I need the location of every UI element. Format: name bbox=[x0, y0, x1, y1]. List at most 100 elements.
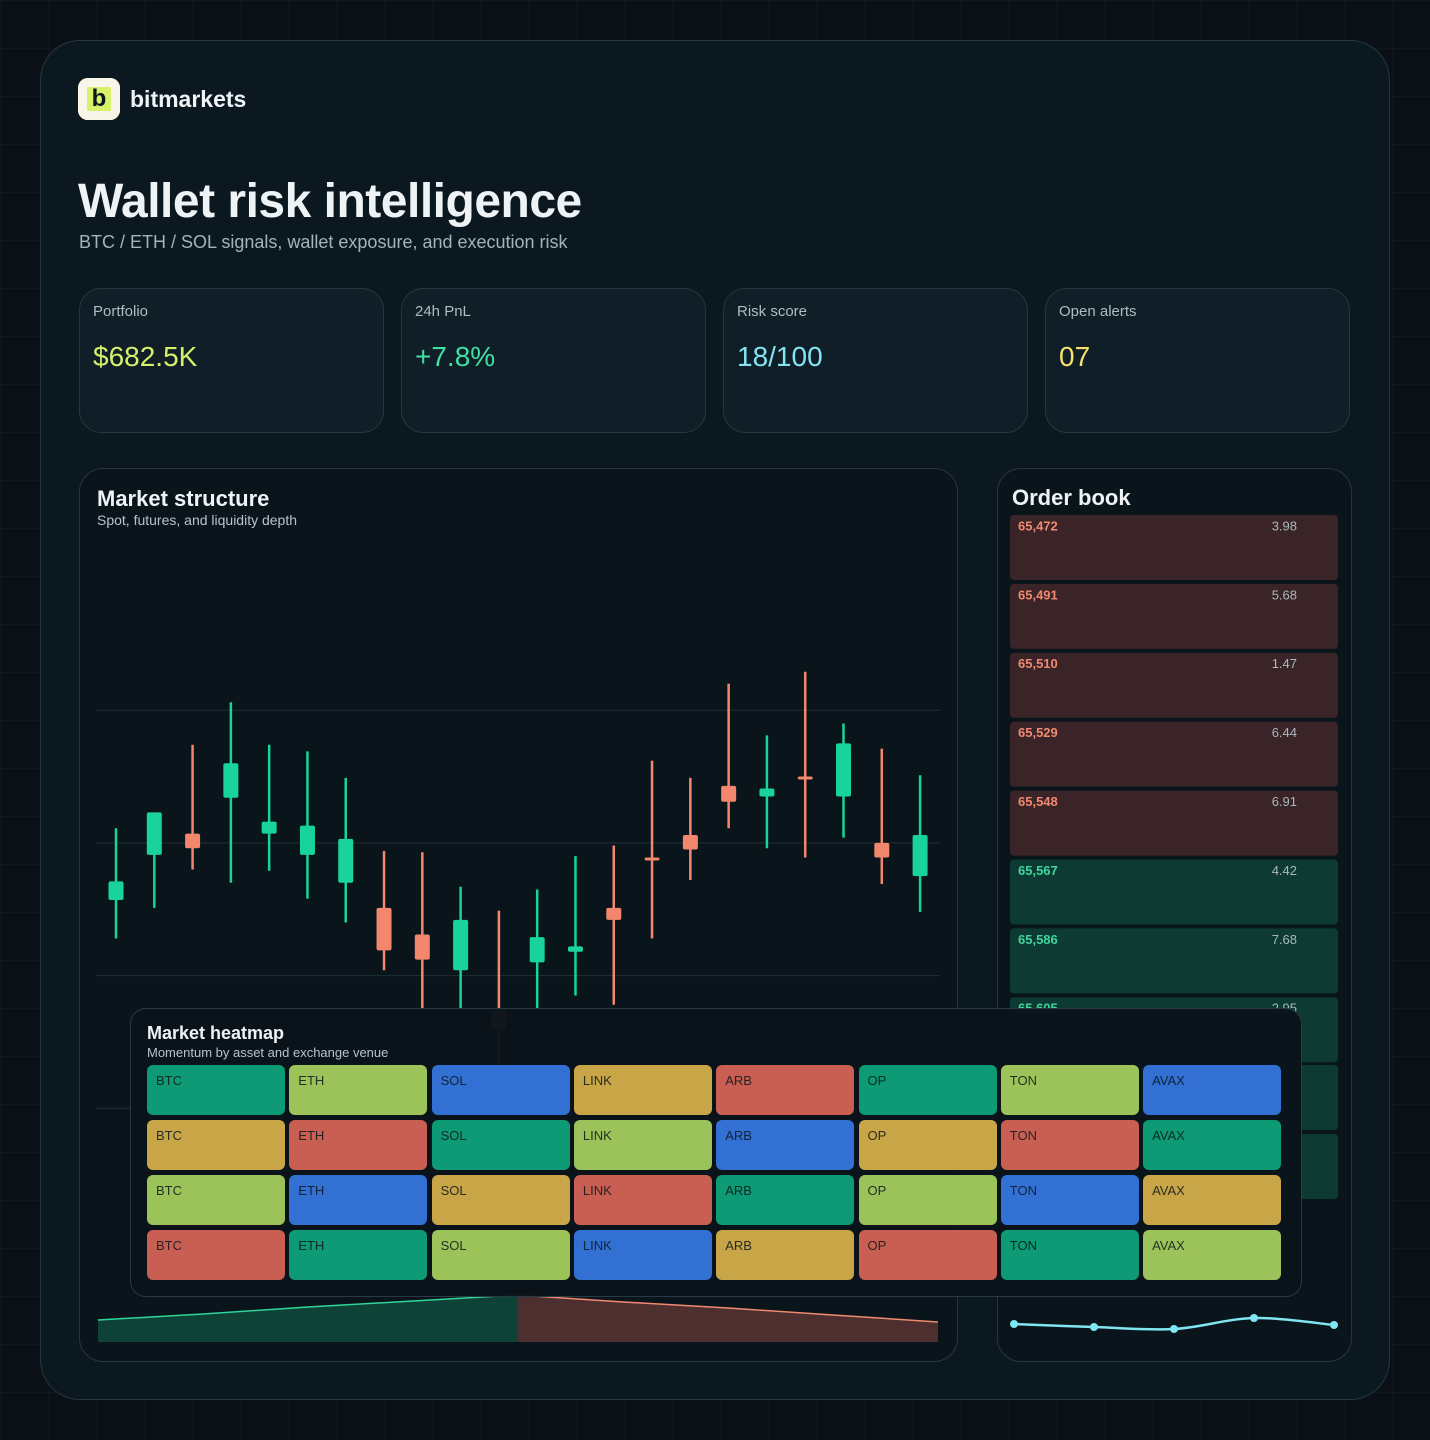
candle-body bbox=[529, 937, 545, 963]
heatmap-cell: SOL bbox=[431, 1065, 570, 1115]
stat-card: Risk score 18/100 bbox=[723, 288, 1028, 433]
candle-body bbox=[338, 838, 354, 883]
stat-label: Portfolio bbox=[93, 303, 149, 320]
heatmap-label: SOL bbox=[440, 1183, 467, 1198]
candle-body bbox=[644, 857, 660, 861]
order-row bbox=[1010, 859, 1338, 925]
heatmap-cell: BTC bbox=[147, 1230, 285, 1280]
heatmap-label: ARB bbox=[725, 1128, 752, 1143]
heatmap-cell: ETH bbox=[289, 1175, 428, 1225]
heatmap-label: BTC bbox=[156, 1183, 182, 1198]
heatmap-label: OP bbox=[867, 1183, 887, 1198]
candle-body bbox=[453, 919, 469, 971]
heatmap-label: OP bbox=[867, 1128, 887, 1143]
heatmap-cell: BTC bbox=[147, 1120, 285, 1170]
heatmap-label: ETH bbox=[298, 1183, 325, 1198]
stat-value: +7.8% bbox=[415, 341, 496, 372]
heatmap-cell: LINK bbox=[573, 1175, 712, 1225]
candle-body bbox=[299, 825, 315, 855]
order-size: 3.98 bbox=[1272, 518, 1297, 533]
heatmap-label: LINK bbox=[582, 1183, 612, 1198]
stat-label: Risk score bbox=[737, 303, 808, 320]
candle-body bbox=[874, 842, 890, 858]
heatmap-cell: ARB bbox=[716, 1065, 855, 1115]
order-row bbox=[1010, 652, 1338, 718]
heatmap-label: BTC bbox=[156, 1128, 182, 1143]
candle-body bbox=[567, 946, 583, 952]
heatmap-label: OP bbox=[867, 1073, 887, 1088]
heatmap-cell: ARB bbox=[716, 1175, 855, 1225]
trend-dot bbox=[1090, 1323, 1098, 1331]
heatmap-label: ETH bbox=[298, 1238, 325, 1253]
candle-body bbox=[414, 934, 430, 960]
market-subtitle: Spot, futures, and liquidity depth bbox=[97, 512, 298, 528]
page-subtitle: BTC / ETH / SOL signals, wallet exposure… bbox=[79, 232, 568, 252]
heatmap-cell: TON bbox=[1000, 1175, 1139, 1225]
heatmap-label: SOL bbox=[440, 1128, 467, 1143]
stat-label: Open alerts bbox=[1059, 303, 1137, 320]
order-size: 7.68 bbox=[1272, 932, 1297, 947]
depth-line bbox=[517, 1294, 939, 1323]
trend-dot bbox=[1330, 1321, 1338, 1329]
candle-body bbox=[108, 881, 124, 900]
heatmap-cell: AVAX bbox=[1143, 1065, 1282, 1115]
heatmap-cell: ETH bbox=[289, 1230, 428, 1280]
stat-value: 18/100 bbox=[737, 341, 823, 372]
order-row bbox=[1010, 721, 1338, 787]
heatmap-cell: TON bbox=[1000, 1065, 1139, 1115]
heatmap-label: SOL bbox=[440, 1073, 467, 1088]
candle-body bbox=[606, 907, 622, 920]
heatmap-label: TON bbox=[1009, 1073, 1038, 1088]
heatmap-cell: AVAX bbox=[1143, 1175, 1282, 1225]
heatmap-cell: LINK bbox=[573, 1230, 712, 1280]
heatmap-label: LINK bbox=[582, 1128, 612, 1143]
heatmap-label: LINK bbox=[582, 1073, 612, 1088]
stat-label: 24h PnL bbox=[415, 303, 471, 320]
heatmap-label: TON bbox=[1009, 1238, 1038, 1253]
heatmap-subtitle: Momentum by asset and exchange venue bbox=[147, 1045, 389, 1060]
heatmap-panel: Market heatmap Momentum by asset and exc… bbox=[130, 1008, 1302, 1297]
heatmap-title: Market heatmap bbox=[147, 1023, 285, 1043]
heatmap-label: AVAX bbox=[1152, 1128, 1185, 1143]
heatmap-label: AVAX bbox=[1152, 1238, 1185, 1253]
order-row bbox=[1010, 928, 1338, 994]
heatmap-label: TON bbox=[1009, 1128, 1038, 1143]
heatmap-label: AVAX bbox=[1152, 1183, 1185, 1198]
heatmap-cell: BTC bbox=[147, 1065, 285, 1115]
heatmap-label: TON bbox=[1009, 1183, 1038, 1198]
heatmap-cell: TON bbox=[1000, 1230, 1139, 1280]
order-size: 4.42 bbox=[1272, 863, 1297, 878]
heatmap-cell: AVAX bbox=[1143, 1120, 1282, 1170]
order-row bbox=[1010, 515, 1338, 580]
heatmap-label: SOL bbox=[440, 1238, 467, 1253]
logo: b bbox=[78, 78, 120, 120]
candle-body bbox=[146, 812, 162, 855]
heatmap-label: BTC bbox=[156, 1238, 182, 1253]
market-title: Market structure bbox=[97, 486, 270, 511]
heatmap-label: ARB bbox=[725, 1238, 752, 1253]
candle-body bbox=[912, 834, 928, 877]
candle-body bbox=[261, 821, 277, 834]
candle-body bbox=[376, 907, 392, 951]
candle-body bbox=[682, 834, 698, 850]
depth-area bbox=[518, 1295, 938, 1342]
trend-dot bbox=[1010, 1320, 1018, 1328]
heatmap-label: ARB bbox=[725, 1073, 752, 1088]
heatmap-label: ETH bbox=[298, 1128, 325, 1143]
order-size: 6.91 bbox=[1272, 794, 1297, 809]
heatmap-cell: OP bbox=[858, 1120, 997, 1170]
depth-area bbox=[98, 1295, 518, 1342]
stat-card: 24h PnL +7.8% bbox=[401, 288, 706, 433]
order-price: 65,472 bbox=[1018, 518, 1058, 533]
order-price: 65,510 bbox=[1018, 656, 1058, 671]
heatmap-label: LINK bbox=[582, 1238, 612, 1253]
order-price: 65,529 bbox=[1018, 725, 1058, 740]
trend-dot bbox=[1250, 1314, 1258, 1322]
candle-body bbox=[759, 788, 775, 797]
heatmap-cell: ARB bbox=[716, 1120, 855, 1170]
heatmap-label: AVAX bbox=[1152, 1073, 1185, 1088]
candle-body bbox=[223, 763, 239, 798]
heatmap-cell: ARB bbox=[716, 1230, 855, 1280]
candle-body bbox=[185, 833, 201, 849]
